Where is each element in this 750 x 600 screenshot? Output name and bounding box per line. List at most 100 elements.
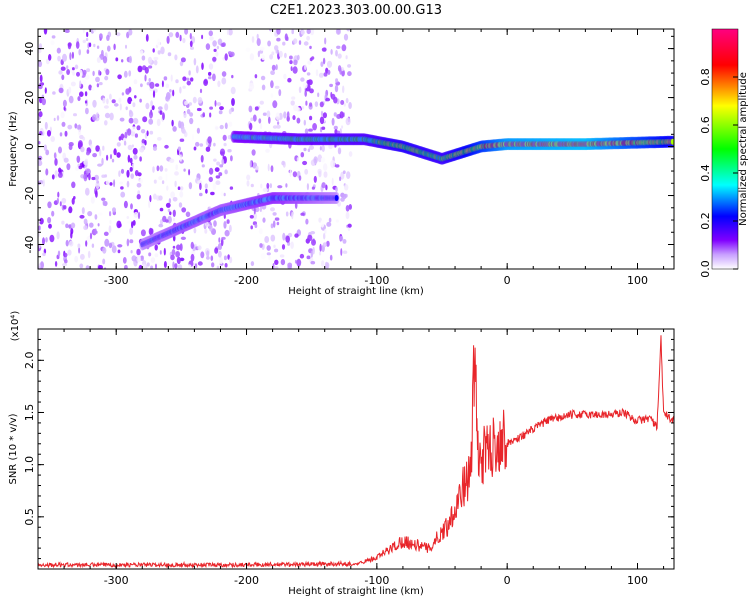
noise-blob	[46, 130, 52, 137]
noise-blob	[85, 107, 89, 115]
noise-blob	[347, 223, 352, 228]
noise-blob	[177, 146, 181, 151]
noise-blob	[42, 179, 45, 187]
noise-blob	[190, 253, 195, 262]
noise-blob	[205, 146, 211, 152]
noise-blob	[216, 161, 221, 166]
noise-blob	[221, 71, 227, 77]
noise-blob	[253, 212, 257, 220]
noise-blob	[79, 91, 84, 97]
noise-blob	[144, 139, 147, 146]
noise-blob	[231, 74, 234, 79]
noise-blob	[179, 257, 185, 262]
noise-blob	[318, 251, 322, 256]
ridge-core	[670, 138, 674, 145]
noise-blob	[320, 157, 326, 163]
noise-blob	[206, 250, 210, 258]
noise-blob	[98, 212, 103, 216]
noise-blob	[291, 29, 295, 35]
noise-blob	[149, 195, 152, 203]
spectrogram-frame	[37, 28, 675, 270]
noise-blob	[219, 256, 223, 265]
noise-blob	[340, 100, 345, 105]
noise-blob	[224, 122, 228, 130]
colorbar-tick-label: 0.0	[699, 260, 712, 278]
noise-blob	[306, 183, 309, 191]
noise-blob	[270, 93, 274, 98]
noise-blob	[196, 107, 202, 112]
noise-blob	[133, 154, 138, 160]
noise-blob	[180, 236, 186, 240]
noise-blob	[119, 181, 124, 185]
noise-blob	[72, 67, 75, 71]
noise-blob	[82, 39, 87, 44]
noise-blob	[112, 207, 116, 213]
noise-blob	[87, 211, 93, 217]
noise-blob	[185, 211, 191, 218]
noise-blob	[120, 186, 124, 190]
noise-blob	[60, 111, 65, 119]
noise-blob	[262, 187, 268, 192]
noise-blob	[289, 169, 292, 178]
noise-blob	[261, 209, 264, 216]
noise-blob	[141, 138, 146, 144]
noise-blob	[160, 46, 165, 55]
noise-blob	[82, 29, 85, 34]
noise-blob	[266, 182, 270, 189]
noise-blob	[109, 182, 113, 186]
noise-blob	[262, 217, 266, 223]
noise-blob	[293, 38, 298, 44]
noise-blob	[268, 255, 271, 261]
noise-blob	[123, 140, 127, 146]
noise-blob	[192, 96, 197, 104]
noise-blob	[195, 141, 200, 147]
noise-blob	[306, 29, 311, 35]
noise-blob	[259, 123, 263, 130]
snr-x-label: Height of straight line (km)	[288, 586, 424, 597]
noise-blob	[66, 69, 70, 75]
noise-blob	[85, 240, 88, 247]
noise-blob	[300, 77, 305, 82]
noise-blob	[270, 70, 275, 75]
noise-blob	[159, 250, 162, 255]
noise-blob	[221, 77, 227, 85]
noise-blob	[62, 53, 67, 62]
noise-blob	[317, 92, 320, 98]
noise-blob	[337, 53, 342, 59]
snr-y-label: SNR (10 * v/v)	[8, 413, 19, 484]
noise-blob	[155, 83, 160, 87]
x-tick-label: 100	[627, 274, 648, 287]
noise-blob	[188, 182, 193, 190]
noise-blob	[168, 198, 172, 204]
noise-blob	[268, 116, 271, 125]
noise-blob	[92, 114, 97, 121]
noise-blob	[245, 47, 251, 52]
noise-blob	[171, 249, 176, 256]
noise-blob	[71, 197, 75, 205]
noise-blob	[38, 160, 43, 167]
noise-blob	[63, 106, 66, 111]
noise-blob	[49, 234, 55, 243]
colorbar-ticks: 0.0 0.2 0.4 0.6 0.8	[699, 68, 738, 278]
noise-blob	[78, 49, 81, 56]
noise-blob	[327, 69, 331, 75]
noise-blob	[254, 223, 258, 228]
noise-blob	[78, 165, 83, 170]
noise-blob	[306, 255, 311, 260]
noise-blob	[300, 30, 305, 35]
noise-blob	[64, 130, 68, 137]
noise-blob	[95, 76, 100, 83]
noise-blob	[104, 238, 110, 247]
noise-blob	[109, 219, 112, 225]
noise-blob	[323, 232, 326, 240]
noise-blob	[306, 72, 311, 76]
noise-blob	[80, 146, 85, 153]
noise-blob	[220, 43, 226, 47]
noise-blob	[293, 59, 298, 66]
noise-blob	[276, 124, 281, 129]
noise-blob	[227, 149, 232, 153]
noise-blob	[154, 253, 159, 258]
noise-blob	[319, 146, 322, 151]
noise-blob	[335, 49, 338, 57]
